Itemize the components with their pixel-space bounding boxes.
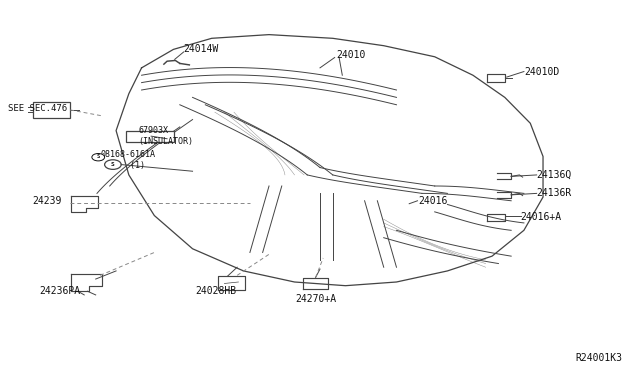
Text: 24010D: 24010D [524,67,559,77]
Bar [126,131,174,142]
Text: 24014W: 24014W [183,44,218,54]
Text: R24001K3: R24001K3 [575,353,622,363]
Text: 24016: 24016 [419,196,448,206]
Text: S: S [97,154,100,159]
Text: 08168-6161A
      (1): 08168-6161A (1) [100,150,155,170]
Text: 67903X
(INSULATOR): 67903X (INSULATOR) [138,126,193,146]
Text: SEE SEC.476: SEE SEC.476 [8,104,67,113]
Text: 24270+A: 24270+A [296,294,337,304]
Text: 24236PA: 24236PA [40,286,81,296]
Text: S: S [111,162,115,167]
Text: 24010: 24010 [336,50,365,60]
Circle shape [104,160,121,169]
Circle shape [92,154,104,161]
Text: 24028HB: 24028HB [196,286,237,296]
Text: 24239: 24239 [32,196,61,206]
Text: 24016+A: 24016+A [521,212,562,222]
Bar [33,102,70,118]
Text: 24136Q: 24136Q [537,170,572,180]
Text: 24136R: 24136R [537,188,572,198]
